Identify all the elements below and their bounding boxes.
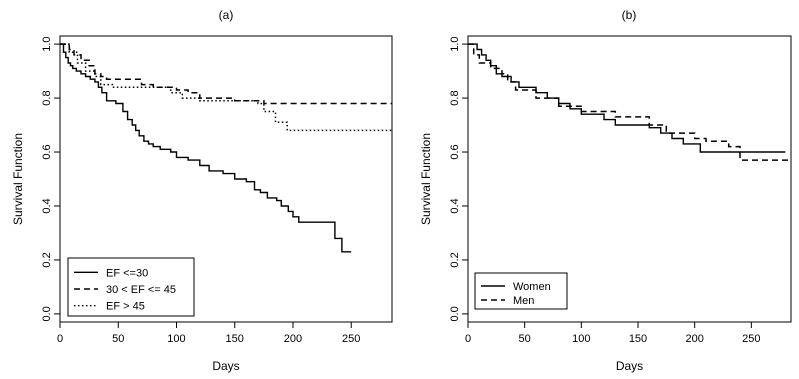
- x-tick-label: 50: [519, 333, 531, 345]
- y-tick-label: 0.2: [41, 252, 53, 267]
- y-tick-label: 1.0: [41, 36, 53, 51]
- y-tick-label: 0.8: [41, 90, 53, 105]
- legend-label: EF <=30: [106, 267, 148, 279]
- y-tick-label: 1.0: [449, 36, 461, 51]
- y-tick-label: 0.0: [41, 306, 53, 321]
- legend-label: EF > 45: [106, 301, 145, 313]
- legend-label: Women: [513, 281, 551, 293]
- series-line-2: [468, 43, 791, 161]
- legend-label: Men: [513, 295, 534, 307]
- chart-title: (b): [622, 8, 637, 22]
- x-tick-label: 100: [167, 333, 185, 345]
- y-tick-label: 0.8: [449, 90, 461, 105]
- legend-label: 30 < EF <= 45: [106, 284, 176, 296]
- x-tick-label: 250: [742, 333, 760, 345]
- chart-title: (a): [219, 8, 234, 22]
- x-tick-label: 100: [572, 333, 590, 345]
- legend-box: [67, 257, 195, 317]
- x-tick-label: 0: [57, 333, 63, 345]
- x-tick-label: 150: [226, 333, 244, 345]
- x-axis-label: Days: [616, 359, 643, 373]
- x-tick-label: 50: [112, 333, 124, 345]
- panel-a-chart: (a) 0 50 100 150 200 250 0.0 0.2 0.4 0.6 0.8 1.0 Days…: [11, 8, 393, 373]
- y-tick-label: 0.6: [41, 144, 53, 159]
- y-tick-label: 0.0: [449, 306, 461, 321]
- y-tick-label: 0.6: [449, 144, 461, 159]
- x-axis-label: Days: [212, 359, 239, 373]
- plot-frame: [467, 35, 792, 323]
- x-tick-label: 200: [284, 333, 302, 345]
- x-tick-label: 150: [629, 333, 647, 345]
- x-tick-label: 200: [685, 333, 703, 345]
- y-tick-label: 0.2: [449, 252, 461, 267]
- panel-b-chart: (b) 0 50 100 150 200 250 0.0 0.2 0.4 0.6 0.8 1.0 Days…: [419, 8, 792, 373]
- y-tick-label: 0.4: [41, 198, 53, 213]
- y-tick-label: 0.4: [449, 198, 461, 213]
- y-axis-label: Survival Function: [419, 133, 433, 225]
- series-line-3: [60, 43, 392, 132]
- series-line-1: [468, 43, 786, 153]
- series-line-1: [60, 43, 352, 253]
- x-tick-label: 0: [465, 333, 471, 345]
- series-line-2: [60, 43, 392, 105]
- plot-frame: [59, 35, 393, 323]
- legend-box: [474, 272, 568, 310]
- y-axis-label: Survival Function: [11, 133, 25, 225]
- x-tick-label: 250: [342, 333, 360, 345]
